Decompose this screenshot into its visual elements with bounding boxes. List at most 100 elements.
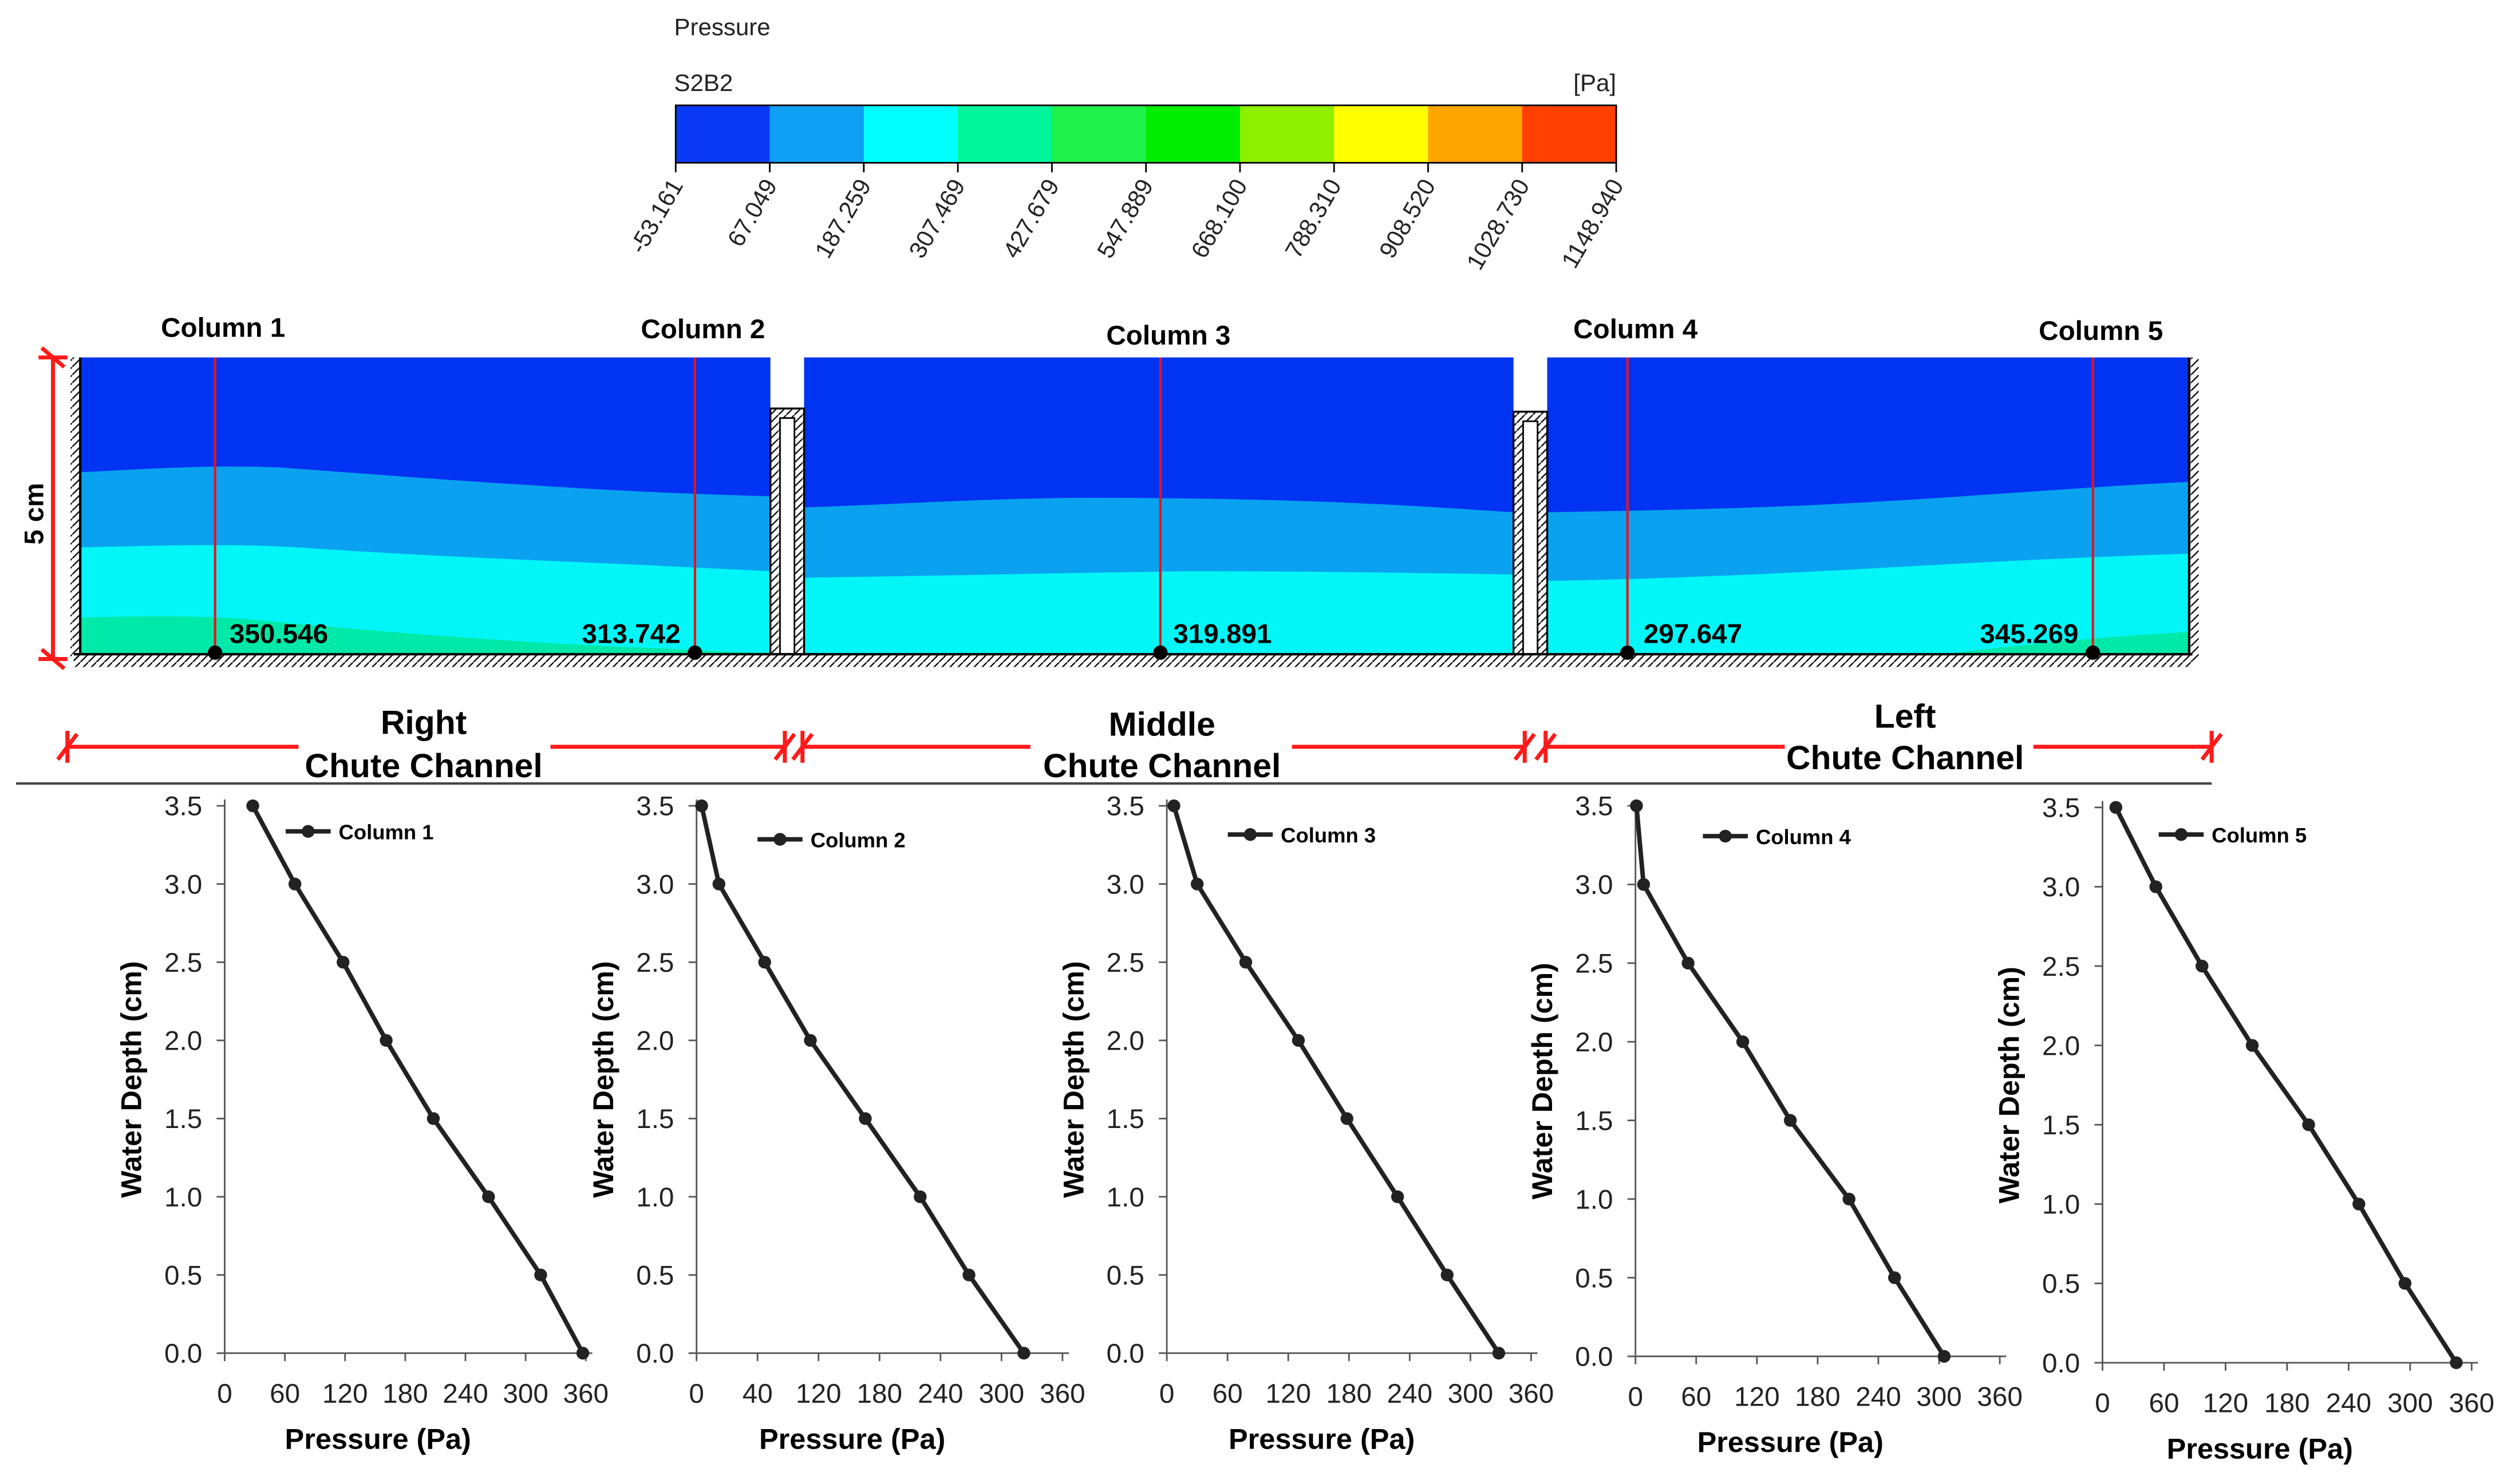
legend-title: Pressure — [674, 13, 770, 40]
column-marker-2: Column 2 313.742 — [582, 314, 765, 660]
channel-dimension-1: Right Chute Channel — [56, 705, 796, 785]
x-tick-label: 300 — [1916, 1382, 1961, 1412]
data-point — [2109, 801, 2123, 814]
x-tick-label: 300 — [503, 1379, 548, 1409]
data-point — [337, 956, 350, 969]
y-tick-label: 1.5 — [2042, 1110, 2080, 1141]
column-marker-5: Column 5 345.269 — [1980, 316, 2163, 660]
y-tick-label: 3.5 — [2042, 793, 2080, 824]
right-wall — [2189, 357, 2199, 661]
column-point — [1153, 645, 1168, 660]
y-tick-label: 3.5 — [1107, 792, 1144, 822]
channel-label-line2: Chute Channel — [1786, 739, 2024, 777]
x-tick-label: 180 — [1795, 1382, 1840, 1412]
column-pressure-value: 319.891 — [1173, 619, 1272, 650]
x-tick-label: 360 — [1977, 1382, 2022, 1412]
colorbar-swatch-9 — [1522, 105, 1617, 163]
column-point — [208, 645, 223, 660]
data-point — [1842, 1192, 1855, 1206]
y-tick-label: 3.0 — [636, 869, 674, 900]
colorbar-ticks: -53.161 67.049 187.259 307.469 427.679 547.88… — [624, 163, 1629, 274]
data-point — [2245, 1039, 2259, 1052]
y-axis-label: Water Depth (cm) — [115, 961, 148, 1198]
x-tick-label: 120 — [2203, 1388, 2248, 1419]
x-axis-label: Pressure (Pa) — [1697, 1426, 1884, 1458]
colorbar-swatch-0 — [676, 105, 771, 163]
colorbar-tick-label: 307.469 — [903, 174, 970, 262]
column-title: Column 1 — [161, 312, 285, 343]
x-tick-label: 120 — [322, 1379, 368, 1409]
y-tick-label: 1.0 — [1575, 1185, 1613, 1215]
x-axis-label: Pressure (Pa) — [2167, 1432, 2353, 1465]
y-tick-label: 3.5 — [636, 792, 674, 822]
column-title: Column 5 — [2039, 316, 2163, 346]
y-tick-label: 2.0 — [1575, 1027, 1613, 1058]
channel-dimension-2: Middle Chute Channel — [791, 706, 1536, 785]
colorbar-tick-label: 67.049 — [722, 174, 782, 251]
x-tick-label: 0 — [689, 1379, 704, 1409]
y-tick-label: 1.5 — [1575, 1106, 1613, 1137]
y-axis-label: Water Depth (cm) — [587, 961, 619, 1198]
profile-chart-4: 0.0 0.5 1.0 1.5 2.0 2.5 3.0 3.5 0 60 120 180 240 300 3… — [1526, 792, 2023, 1458]
y-tick-label: 2.5 — [1107, 948, 1144, 978]
y-tick-label: 3.5 — [1575, 792, 1613, 822]
series-line — [1634, 805, 1947, 1358]
data-point — [2196, 959, 2209, 973]
colorbar-swatch-2 — [863, 105, 959, 163]
legend-marker — [1243, 828, 1257, 841]
x-tick-label: 240 — [2326, 1388, 2371, 1419]
data-point — [914, 1190, 927, 1204]
column-title: Column 4 — [1573, 314, 1698, 345]
colorbar — [674, 104, 1617, 164]
series-line — [2114, 806, 2458, 1364]
y-tick-label: 0.0 — [1107, 1339, 1144, 1369]
y-tick-label: 3.0 — [2042, 872, 2080, 903]
y-tick-label: 3.0 — [164, 869, 202, 900]
height-label: 5 cm — [19, 483, 50, 545]
y-tick-label: 0.5 — [164, 1261, 202, 1291]
x-tick-label: 180 — [2264, 1388, 2309, 1419]
x-tick-label: 120 — [1265, 1379, 1310, 1409]
flow-region-middle — [804, 357, 1514, 655]
chart-legend: Column 4 — [1703, 825, 1851, 849]
column-pressure-value: 297.647 — [1644, 619, 1742, 650]
data-point — [534, 1268, 547, 1281]
x-tick-label: 360 — [563, 1379, 609, 1409]
channel-label-line1: Left — [1874, 698, 1936, 735]
y-tick-label: 0.0 — [636, 1339, 674, 1369]
legend-variable: S2B2 — [674, 69, 733, 96]
data-point — [1681, 956, 1695, 970]
series-line — [1171, 805, 1501, 1355]
left-wall — [70, 357, 81, 661]
data-point — [1492, 1347, 1506, 1360]
y-tick-label: 1.0 — [636, 1182, 674, 1213]
x-tick-label: 300 — [979, 1379, 1024, 1409]
data-point — [2450, 1356, 2463, 1370]
height-dimension: 5 cm — [19, 346, 68, 670]
colorbar-tick-label: 668.100 — [1186, 174, 1253, 262]
x-tick-label: 360 — [2449, 1388, 2494, 1419]
contour-band-3 — [804, 571, 1514, 655]
x-tick-label: 120 — [1734, 1382, 1779, 1412]
y-tick-label: 1.5 — [636, 1104, 674, 1134]
column-point — [688, 645, 702, 660]
data-point — [427, 1112, 440, 1125]
x-axis-label: Pressure (Pa) — [1229, 1423, 1415, 1455]
colorbar-tick-label: 908.520 — [1374, 174, 1441, 262]
x-tick-label: 240 — [1855, 1382, 1901, 1412]
profile-chart-3: 0.0 0.5 1.0 1.5 2.0 2.5 3.0 3.5 0 60 120 180 240 300 3… — [1057, 792, 1554, 1455]
legend-label: Column 2 — [811, 829, 906, 852]
channel-dimension-3: Left Chute Channel — [1534, 698, 2223, 777]
channel-label-line2: Chute Channel — [305, 747, 542, 785]
channel-bed — [73, 654, 2193, 667]
x-tick-label: 240 — [1387, 1379, 1432, 1409]
colorbar-swatch-3 — [958, 105, 1053, 163]
legend-label: Column 1 — [339, 821, 434, 844]
x-tick-label: 60 — [1681, 1382, 1711, 1412]
contour-band-bottom — [1942, 632, 2189, 655]
colorbar-tick-label: 1148.940 — [1556, 174, 1629, 272]
column-point — [1620, 645, 1635, 660]
legend-marker — [2174, 828, 2188, 841]
